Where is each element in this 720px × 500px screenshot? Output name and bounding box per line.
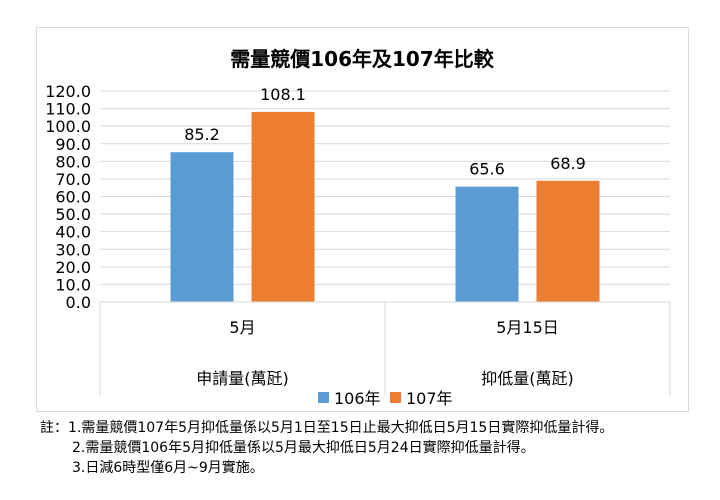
footnotes: 註：1.需量競價107年5月抑低量係以5月1日至15日止最大抑低日5月15日實際… [40, 418, 710, 478]
footnote-text: 3.日減6時型僅6月~9月實施。 [72, 460, 264, 476]
y-tick-label: 0.0 [66, 293, 91, 312]
data-label: 65.6 [469, 160, 505, 179]
x-group-label: 申請量(萬瓩) [196, 369, 289, 388]
bars: 85.2 108.1 65.6 68.9 [170, 85, 600, 302]
y-tick-label: 60.0 [55, 188, 91, 207]
y-tick-label: 10.0 [55, 275, 91, 294]
y-tick-label: 50.0 [55, 205, 91, 224]
y-tick-label: 40.0 [55, 223, 91, 242]
footnote-3: 3.日減6時型僅6月~9月實施。 [40, 458, 710, 478]
x-category-label: 5月 [229, 318, 255, 337]
footnote-2: 2.需量競價106年5月抑低量係以5月最大抑低日5月24日實際抑低量計得。 [40, 438, 710, 458]
bar [455, 186, 519, 302]
legend-label: 106年 [334, 389, 381, 408]
y-tick-label: 120.0 [45, 82, 91, 101]
legend-label: 107年 [406, 389, 453, 408]
y-tick-label: 90.0 [55, 135, 91, 154]
footnote-text: 1.需量競價107年5月抑低量係以5月1日至15日止最大抑低日5月15日實際抑低… [68, 420, 614, 436]
y-tick-label: 30.0 [55, 240, 91, 259]
y-tick-label: 100.0 [45, 117, 91, 136]
legend-swatch [318, 392, 329, 403]
footnote-1: 註：1.需量競價107年5月抑低量係以5月1日至15日止最大抑低日5月15日實際… [40, 418, 710, 438]
y-tick-label: 80.0 [55, 152, 91, 171]
bar [251, 111, 315, 302]
legend: 106年 107年 [318, 389, 453, 408]
legend-swatch [390, 392, 401, 403]
footnote-prefix: 註： [40, 420, 68, 436]
data-label: 85.2 [184, 125, 220, 144]
chart-title: 需量競價106年及107年比較 [230, 47, 494, 71]
footnote-text: 2.需量競價106年5月抑低量係以5月最大抑低日5月24日實際抑低量計得。 [72, 440, 535, 456]
y-tick-label: 20.0 [55, 258, 91, 277]
y-tick-label: 70.0 [55, 170, 91, 189]
y-axis: 0.010.020.030.040.050.060.070.080.090.01… [45, 82, 91, 312]
data-label: 68.9 [550, 154, 586, 173]
y-tick-label: 110.0 [45, 100, 91, 119]
bar [170, 152, 234, 302]
bar [536, 180, 600, 302]
data-label: 108.1 [260, 85, 306, 104]
x-group-label: 抑低量(萬瓩) [481, 369, 574, 388]
x-category-label: 5月15日 [496, 318, 559, 337]
